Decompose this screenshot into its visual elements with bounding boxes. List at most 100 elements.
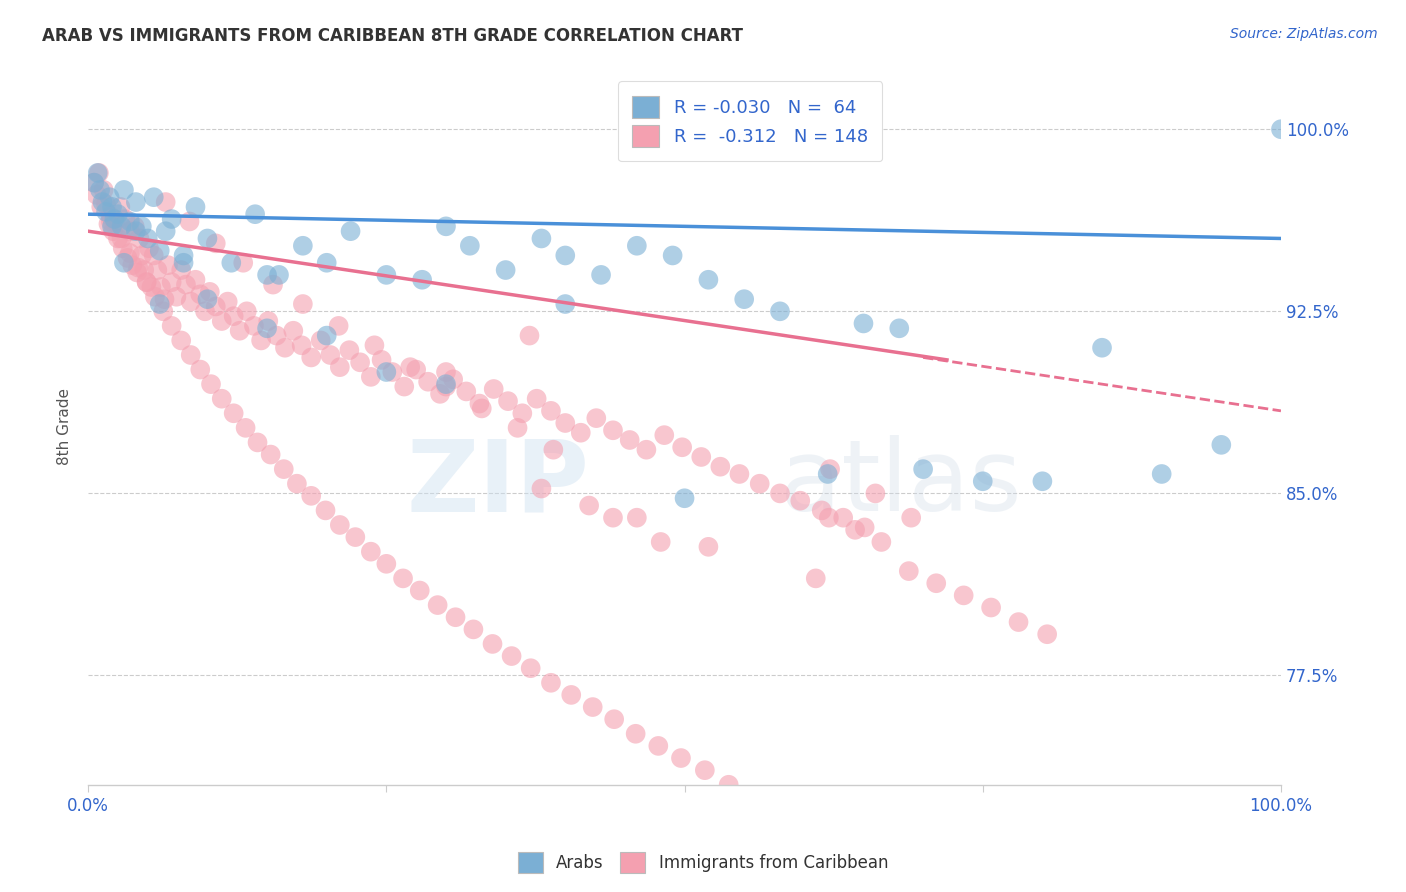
Point bbox=[112, 183, 135, 197]
Point bbox=[852, 317, 875, 331]
Point bbox=[582, 700, 605, 714]
Point bbox=[91, 195, 114, 210]
Point bbox=[125, 265, 148, 279]
Point bbox=[235, 421, 257, 435]
Point bbox=[328, 318, 350, 333]
Point bbox=[86, 187, 108, 202]
Point bbox=[1091, 341, 1114, 355]
Point bbox=[256, 321, 278, 335]
Point bbox=[363, 338, 385, 352]
Point bbox=[444, 610, 467, 624]
Point bbox=[399, 360, 422, 375]
Point bbox=[118, 214, 141, 228]
Point bbox=[142, 248, 165, 262]
Point bbox=[897, 564, 920, 578]
Point bbox=[589, 268, 612, 282]
Point bbox=[741, 789, 763, 804]
Point bbox=[262, 277, 284, 292]
Point bbox=[434, 365, 457, 379]
Point bbox=[127, 260, 149, 275]
Point bbox=[603, 712, 626, 726]
Point bbox=[103, 224, 125, 238]
Point bbox=[560, 688, 582, 702]
Point bbox=[652, 428, 675, 442]
Point bbox=[471, 401, 494, 416]
Point bbox=[315, 328, 337, 343]
Point bbox=[818, 510, 841, 524]
Legend: R = -0.030   N =  64, R =  -0.312   N = 148: R = -0.030 N = 64, R = -0.312 N = 148 bbox=[617, 81, 883, 161]
Point bbox=[141, 280, 163, 294]
Point bbox=[434, 379, 457, 393]
Point bbox=[530, 231, 553, 245]
Point bbox=[135, 275, 157, 289]
Point bbox=[512, 406, 534, 420]
Point bbox=[204, 236, 226, 251]
Point bbox=[315, 503, 337, 517]
Point bbox=[104, 214, 127, 228]
Point bbox=[83, 176, 105, 190]
Point bbox=[146, 263, 169, 277]
Point bbox=[434, 377, 457, 392]
Point bbox=[152, 304, 174, 318]
Point bbox=[496, 394, 519, 409]
Point bbox=[87, 166, 110, 180]
Point bbox=[733, 292, 755, 306]
Point bbox=[329, 360, 352, 375]
Point bbox=[697, 540, 720, 554]
Point bbox=[93, 183, 115, 197]
Point bbox=[110, 219, 132, 234]
Point bbox=[117, 251, 139, 265]
Point bbox=[900, 510, 922, 524]
Point bbox=[107, 207, 129, 221]
Point bbox=[125, 224, 148, 238]
Point bbox=[118, 246, 141, 260]
Point bbox=[865, 486, 887, 500]
Point bbox=[602, 423, 624, 437]
Point bbox=[626, 510, 648, 524]
Point bbox=[184, 200, 207, 214]
Point bbox=[375, 268, 398, 282]
Point bbox=[482, 382, 505, 396]
Point bbox=[624, 727, 647, 741]
Text: ARAB VS IMMIGRANTS FROM CARIBBEAN 8TH GRADE CORRELATION CHART: ARAB VS IMMIGRANTS FROM CARIBBEAN 8TH GR… bbox=[42, 27, 744, 45]
Point bbox=[619, 433, 641, 447]
Point bbox=[267, 268, 290, 282]
Point bbox=[349, 355, 371, 369]
Point bbox=[90, 200, 112, 214]
Point bbox=[179, 214, 201, 228]
Point bbox=[259, 448, 281, 462]
Point bbox=[157, 258, 180, 272]
Point bbox=[661, 248, 683, 262]
Point bbox=[194, 304, 217, 318]
Point bbox=[89, 183, 111, 197]
Point bbox=[155, 224, 177, 238]
Point bbox=[274, 341, 297, 355]
Point bbox=[256, 268, 278, 282]
Point bbox=[671, 440, 693, 454]
Point bbox=[405, 362, 427, 376]
Point bbox=[83, 176, 105, 190]
Point bbox=[1031, 475, 1053, 489]
Point bbox=[980, 600, 1002, 615]
Point bbox=[578, 499, 600, 513]
Point bbox=[530, 482, 553, 496]
Point bbox=[554, 297, 576, 311]
Point bbox=[792, 814, 814, 829]
Point bbox=[118, 224, 141, 238]
Point bbox=[769, 486, 792, 500]
Point bbox=[540, 404, 562, 418]
Point bbox=[540, 675, 562, 690]
Point bbox=[173, 248, 195, 262]
Point bbox=[853, 520, 876, 534]
Point bbox=[250, 334, 273, 348]
Point bbox=[114, 212, 136, 227]
Point bbox=[188, 362, 211, 376]
Point bbox=[1270, 122, 1292, 136]
Point bbox=[468, 396, 491, 410]
Point bbox=[669, 751, 692, 765]
Point bbox=[131, 219, 153, 234]
Text: atlas: atlas bbox=[780, 435, 1022, 533]
Y-axis label: 8th Grade: 8th Grade bbox=[58, 388, 72, 465]
Point bbox=[128, 231, 150, 245]
Point bbox=[912, 462, 935, 476]
